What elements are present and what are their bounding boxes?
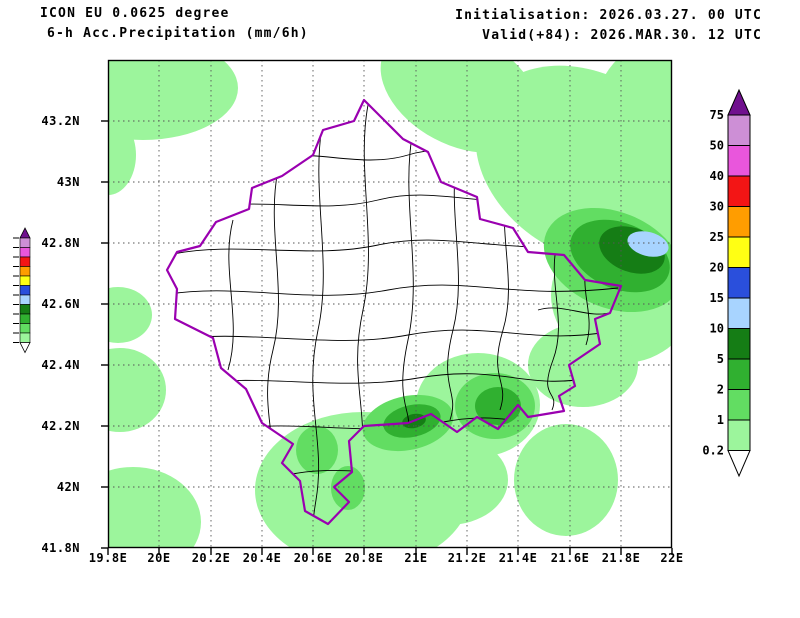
- y-tick-label: 43N: [56, 175, 80, 189]
- mini-color-scale: [13, 227, 31, 354]
- svg-text:1: 1: [717, 413, 724, 427]
- country-border: [165, 98, 623, 526]
- x-tick-label: 20E: [147, 551, 171, 565]
- valid-text: Valid(+84): 2026.MAR.30. 12 UTC: [482, 28, 762, 43]
- svg-text:5: 5: [717, 352, 724, 366]
- precip-level-10: [627, 231, 669, 257]
- svg-text:30: 30: [710, 200, 724, 214]
- y-tick-label: 43.2N: [41, 114, 80, 128]
- run-info: Initialisation: 2026.03.27. 00 UTC Valid…: [455, 6, 762, 46]
- mini-scale-ticks: [13, 237, 19, 343]
- graticule: [108, 60, 672, 548]
- svg-text:75: 75: [710, 108, 724, 122]
- x-tick-label: 20.4E: [242, 551, 282, 565]
- scale-top-arrow: [727, 88, 751, 116]
- plot-frame: [107, 59, 673, 549]
- svg-text:15: 15: [710, 291, 724, 305]
- model-title: ICON EU 0.0625 degree: [40, 6, 230, 21]
- svg-text:10: 10: [710, 322, 724, 336]
- y-tick-label: 42N: [56, 480, 80, 494]
- y-tick-label: 42.8N: [41, 236, 80, 250]
- y-tick-label: 42.2N: [41, 419, 80, 433]
- x-tick-label: 21.2E: [447, 551, 487, 565]
- mini-scale-bottom-arrow: [19, 342, 31, 354]
- scale-bottom-arrow: [727, 450, 751, 478]
- x-tick-label: 21E: [404, 551, 428, 565]
- y-tick-label: 42.4N: [41, 358, 80, 372]
- x-tick-label: 19.8E: [88, 551, 128, 565]
- svg-text:20: 20: [710, 261, 724, 275]
- svg-text:0.2: 0.2: [702, 444, 724, 458]
- y-tick-label: 41.8N: [41, 541, 80, 555]
- x-tick-label: 22E: [660, 551, 684, 565]
- precip-map: [101, 59, 673, 555]
- svg-text:25: 25: [710, 230, 724, 244]
- color-scale: 75 50 40 30 25 20 15 10 5 2 1 0.2: [702, 88, 751, 478]
- x-tick-label: 21.8E: [601, 551, 641, 565]
- axis-ticks: [101, 120, 673, 555]
- mini-scale-top-arrow: [19, 227, 31, 239]
- x-tick-label: 20.2E: [191, 551, 231, 565]
- product-title: 6-h Acc.Precipitation (mm/6h): [47, 26, 309, 41]
- x-tick-label: 21.6E: [550, 551, 590, 565]
- scale-labels: 75 50 40 30 25 20 15 10 5 2 1 0.2: [702, 108, 724, 458]
- initialisation-text: Initialisation: 2026.03.27. 00 UTC: [455, 8, 762, 23]
- y-tick-label: 42.6N: [41, 297, 80, 311]
- svg-text:50: 50: [710, 139, 724, 153]
- x-tick-label: 21.4E: [498, 551, 538, 565]
- x-tick-label: 20.8E: [344, 551, 384, 565]
- x-tick-label: 20.6E: [293, 551, 333, 565]
- svg-text:40: 40: [710, 169, 724, 183]
- svg-text:2: 2: [717, 383, 724, 397]
